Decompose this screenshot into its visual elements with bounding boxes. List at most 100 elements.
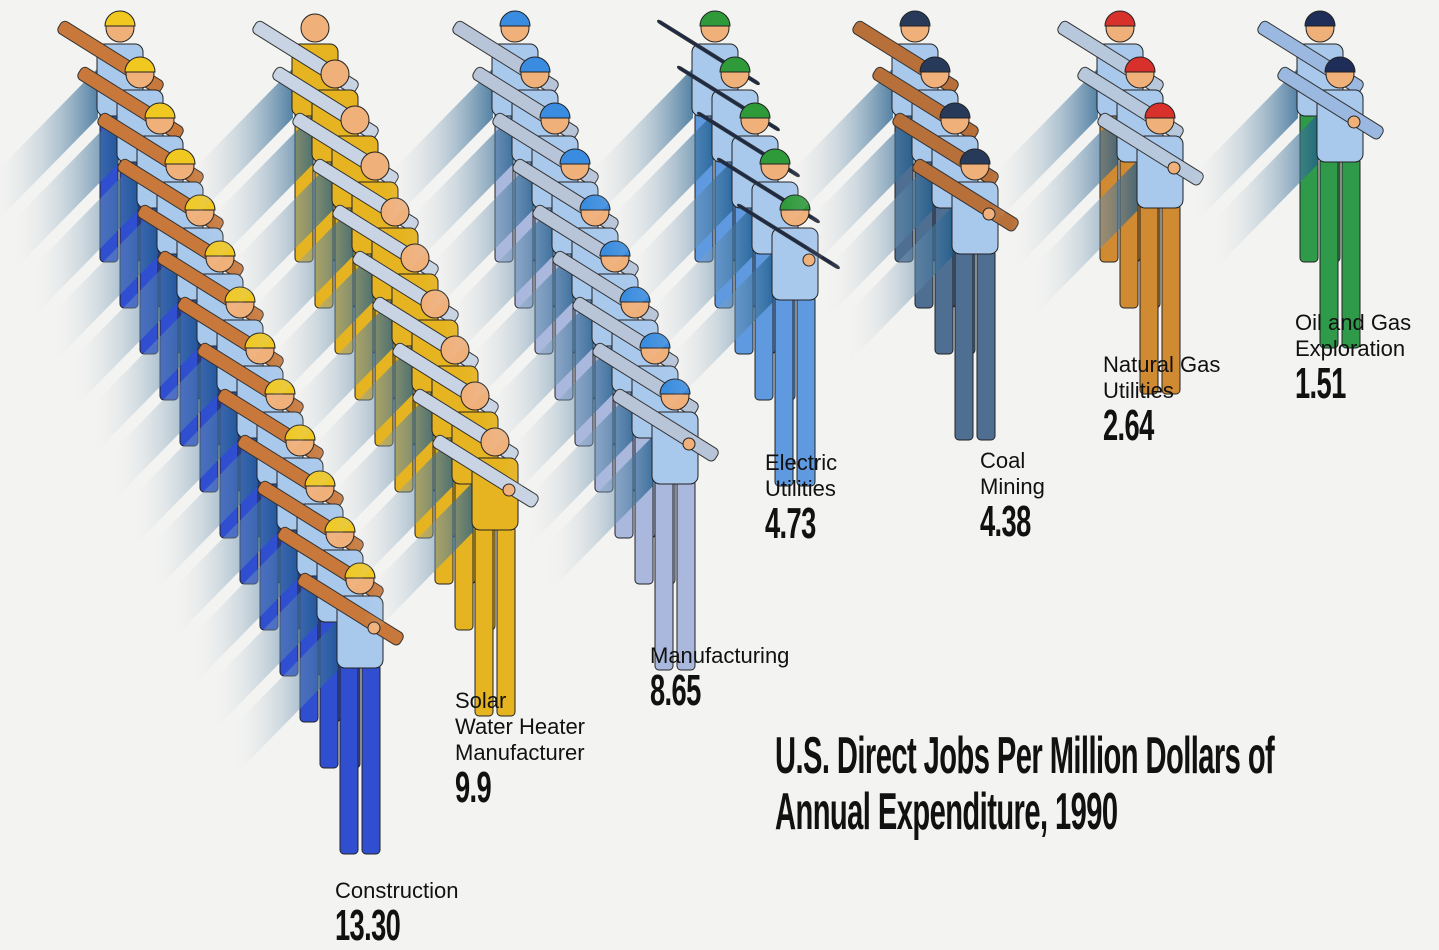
worker-column (1190, 10, 1384, 349)
worker-helmet (164, 148, 196, 165)
value-label: 4.38 (980, 497, 1031, 546)
worker-shadow (1210, 114, 1318, 274)
worker-helmet (739, 102, 771, 119)
worker-shadow (130, 390, 238, 550)
worker-helmet (144, 102, 176, 119)
worker-shadow (90, 298, 198, 458)
worker-shadow (205, 114, 313, 274)
worker-shadow (285, 298, 393, 458)
worker-head (360, 151, 390, 181)
worker-helmet (539, 102, 571, 119)
worker-hand (1167, 161, 1181, 175)
worker-column (185, 13, 539, 717)
worker-shadow (465, 252, 573, 412)
worker-shadow (525, 390, 633, 550)
worker-shadow (585, 68, 693, 228)
worker-shadow (545, 436, 653, 596)
worker-shadow (10, 114, 118, 274)
worker-leg (654, 479, 674, 671)
worker-column (785, 10, 1019, 441)
worker-shadow (1010, 114, 1118, 274)
worker-shadow (110, 344, 218, 504)
category-label: Solar Water Heater Manufacturer (455, 688, 586, 765)
worker-hand (682, 437, 696, 451)
category-label: Manufacturing (650, 643, 790, 668)
worker-helmet (124, 56, 156, 73)
worker-shadow (805, 114, 913, 274)
category-label: Construction (335, 878, 459, 903)
worker-shadow (505, 344, 613, 504)
category-label: Electric Utilities (765, 450, 838, 501)
worker-shadow (405, 114, 513, 274)
worker-shadow (225, 160, 333, 320)
worker-helmet (499, 10, 531, 27)
worker-shadow (425, 160, 533, 320)
worker-helmet (1124, 56, 1156, 73)
worker-shadow (845, 206, 953, 366)
category-label: Natural Gas Utilities (1103, 352, 1221, 403)
value-label: 1.51 (1295, 359, 1346, 408)
worker-shadow (1030, 160, 1138, 320)
worker-shadow (170, 482, 278, 642)
worker-shadow (70, 252, 178, 412)
worker-helmet (899, 10, 931, 27)
category-label: Oil and Gas Exploration (1295, 310, 1412, 361)
worker-head (320, 59, 350, 89)
worker-helmet (919, 56, 951, 73)
worker-shadow (1190, 68, 1298, 228)
worker-shadow (385, 68, 493, 228)
worker-helmet (1304, 10, 1336, 27)
worker-shadow (605, 114, 713, 274)
worker-helmet (1324, 56, 1356, 73)
worker-shadow (645, 206, 753, 366)
worker-column (990, 10, 1204, 395)
value-label: 13.30 (335, 901, 401, 950)
worker-head (340, 105, 370, 135)
worker-shadow (990, 68, 1098, 228)
worker-shadow (230, 620, 338, 780)
worker-shadow (825, 160, 933, 320)
worker-leg (339, 663, 359, 855)
worker-shadow (785, 68, 893, 228)
worker-helmet (759, 148, 791, 165)
worker-helmet (1104, 10, 1136, 27)
worker-helmet (719, 56, 751, 73)
worker-leg (954, 249, 974, 441)
worker-shadow (245, 206, 353, 366)
worker-helmet (699, 10, 731, 27)
worker-shadow (485, 298, 593, 458)
worker-shadow (665, 252, 773, 412)
worker-shadow (210, 574, 318, 734)
worker-shadow (305, 344, 413, 504)
worker-helmet (104, 10, 136, 27)
worker-column (385, 10, 719, 671)
worker-helmet (519, 56, 551, 73)
worker-hand (1347, 115, 1361, 129)
value-label: 9.9 (455, 763, 492, 812)
worker-helmet (559, 148, 591, 165)
worker-helmet (1144, 102, 1176, 119)
category-label: Coal Mining (980, 448, 1045, 499)
worker-leg (976, 249, 996, 441)
worker-leg (361, 663, 381, 855)
value-label: 2.64 (1103, 401, 1154, 450)
worker-shadow (0, 68, 98, 218)
worker-shadow (445, 206, 553, 366)
worker-helmet (959, 148, 991, 165)
worker-shadow (30, 160, 138, 320)
worker-shadow (150, 436, 258, 596)
value-label: 8.65 (650, 666, 701, 715)
worker-shadow (625, 160, 733, 320)
worker-shadow (185, 68, 293, 228)
worker-shadow (345, 436, 453, 596)
worker-shadow (190, 528, 298, 688)
chart-title: U.S. Direct Jobs Per Million Dollars of … (775, 727, 1275, 841)
worker-leg (676, 479, 696, 671)
worker-shadow (265, 252, 373, 412)
worker-shadow (365, 482, 473, 642)
value-label: 4.73 (765, 499, 816, 548)
worker-shadow (325, 390, 433, 550)
worker-helmet (939, 102, 971, 119)
